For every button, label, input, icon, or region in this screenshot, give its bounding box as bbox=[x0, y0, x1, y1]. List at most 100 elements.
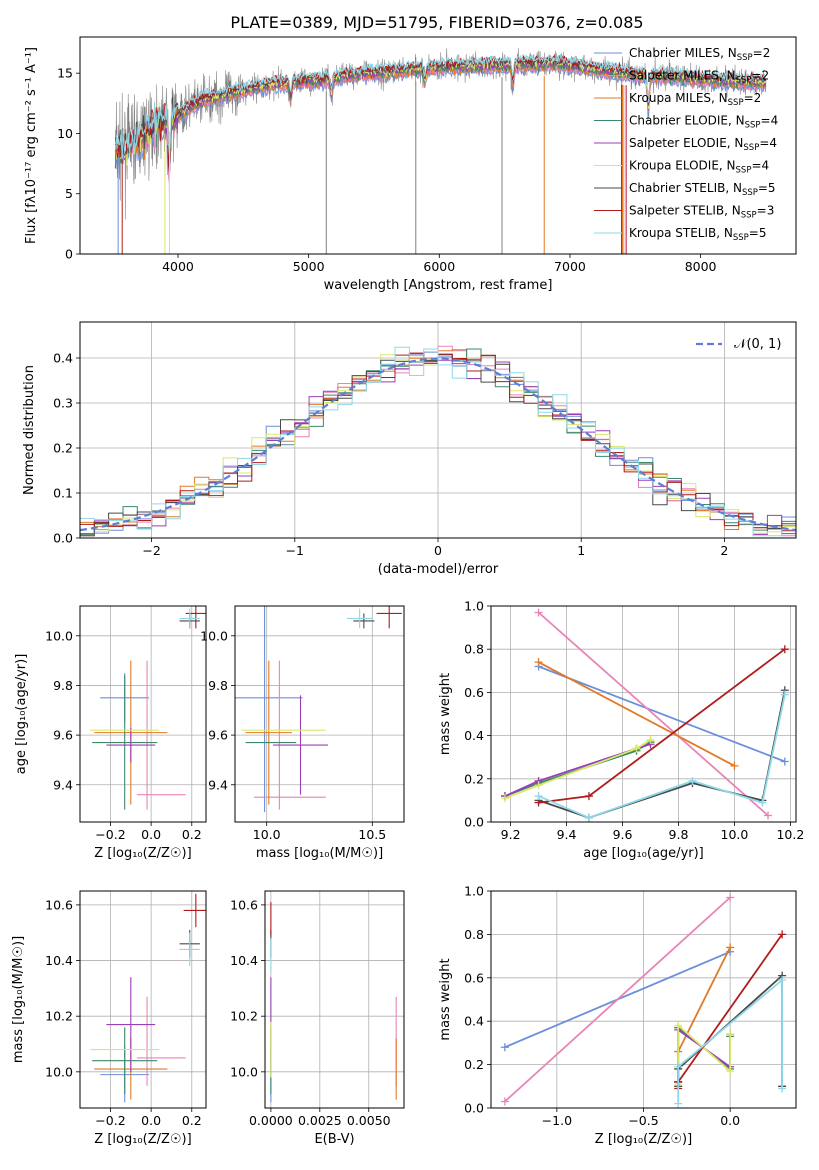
weight-line-chabrier_miles bbox=[538, 665, 786, 763]
y-tick-label: 0.8 bbox=[464, 642, 484, 657]
weight-marker-salpeter_stelib bbox=[778, 930, 787, 939]
legend-label: Salpeter MILES, NSSP=2 bbox=[629, 69, 769, 86]
y-tick-label: 10.6 bbox=[45, 897, 73, 912]
y-tick-label: 0.6 bbox=[464, 970, 484, 985]
z_mass-points bbox=[90, 893, 206, 1103]
weight-line-kroupa_stelib bbox=[677, 978, 783, 1104]
weight-line-salpeter_miles bbox=[538, 611, 769, 817]
y-tick-label: 0.0 bbox=[53, 531, 73, 546]
z_mass-axes: −0.2 0.0 0.2 10.0 10.2 10.4 10.6 Z [log₁₀(Z/Z☉)… bbox=[11, 891, 206, 1147]
legend-label-tail: =5 bbox=[749, 226, 767, 240]
y-tick-label: 10.0 bbox=[45, 1064, 73, 1079]
x-tick-label: 9.8 bbox=[669, 827, 689, 842]
y-tick-label: 10.2 bbox=[230, 1009, 258, 1024]
x-tick-label: 0.0 bbox=[720, 1113, 740, 1128]
weight-marker-kroupa_miles bbox=[730, 761, 739, 770]
y-tick-label: 9.8 bbox=[208, 678, 228, 693]
mass_age-axes: 10.0 10.5 9.4 9.6 9.8 10.0 mass [log₁₀(M/M☉)] bbox=[200, 606, 404, 861]
x-tick-label: 9.6 bbox=[613, 827, 633, 842]
x-tick-label: 0.0050 bbox=[347, 1113, 391, 1128]
y-tick-label: 9.8 bbox=[53, 678, 73, 693]
z_age-frame bbox=[79, 605, 207, 823]
x-tick-label: 10.5 bbox=[358, 827, 386, 842]
y-tick-label: 10.4 bbox=[45, 953, 73, 968]
legend-label-sub: SSP bbox=[736, 76, 752, 86]
y-tick-label: 10.2 bbox=[45, 1009, 73, 1024]
ebv_mass-xlabel: E(B-V) bbox=[314, 1132, 354, 1147]
legend-label: Chabrier ELODIE, NSSP=4 bbox=[629, 114, 778, 131]
weight-marker-kroupa_elodie bbox=[534, 781, 543, 790]
y-tick-label: 0.3 bbox=[53, 396, 73, 411]
weight-marker-kroupa_stelib bbox=[688, 776, 697, 785]
normal-legend-label: 𝒩(0, 1) bbox=[734, 337, 781, 352]
x-tick-label: 0 bbox=[434, 543, 442, 558]
y-tick-label: 0.4 bbox=[464, 728, 484, 743]
histogram-kroupa_stelib bbox=[80, 346, 796, 537]
x-tick-label: −2 bbox=[142, 543, 160, 558]
x-tick-label: −0.2 bbox=[95, 827, 125, 842]
weight-marker-kroupa_elodie bbox=[674, 1021, 683, 1030]
x-tick-label: 0.0025 bbox=[298, 1113, 342, 1128]
legend-label-main: Kroupa MILES, N bbox=[629, 91, 728, 105]
x-tick-label: 8000 bbox=[685, 259, 717, 274]
weight-marker-chabrier_miles bbox=[500, 1043, 509, 1052]
x-tick-label: −0.2 bbox=[95, 1113, 125, 1128]
weight-marker-kroupa_elodie bbox=[726, 1067, 735, 1076]
age_weight-xlabel: age [log₁₀(age/yr)] bbox=[583, 846, 704, 861]
weight-marker-kroupa_elodie bbox=[632, 744, 641, 753]
legend-label-tail: =4 bbox=[751, 159, 769, 173]
y-tick-label: 10 bbox=[57, 126, 73, 141]
legend-label-tail: =2 bbox=[751, 69, 769, 83]
ebv_mass-axes: 0.0000 0.0025 0.0050 10.0 10.2 10.4 10.6 E(B-V) bbox=[230, 891, 404, 1147]
legend-label: Kroupa MILES, NSSP=2 bbox=[629, 91, 761, 108]
weight-marker-kroupa_stelib bbox=[674, 1099, 683, 1108]
figure-title: PLATE=0389, MJD=51795, FIBERID=0376, z=0… bbox=[230, 13, 643, 32]
weight-line-kroupa_elodie bbox=[504, 739, 651, 800]
x-tick-label: 0.2 bbox=[182, 1113, 202, 1128]
x-tick-label: 9.4 bbox=[557, 827, 577, 842]
normal-curve bbox=[80, 357, 796, 532]
z_weight-xlabel: Z [log₁₀(Z/Z☉)] bbox=[595, 1132, 692, 1147]
weight-line-kroupa_elodie bbox=[677, 1023, 731, 1085]
spectrum-axes: 4000 5000 6000 7000 8000 0 5 10 15 wavelength [An… bbox=[24, 47, 717, 293]
legend-label-main: Chabrier MILES, N bbox=[629, 46, 737, 60]
z_age-ylabel: age [log₁₀(age/yr)] bbox=[14, 654, 29, 775]
x-tick-label: 5000 bbox=[293, 259, 325, 274]
y-tick-label: 9.6 bbox=[208, 728, 228, 743]
weight-marker-kroupa_stelib bbox=[584, 813, 593, 822]
weight-marker-chabrier_miles bbox=[780, 757, 789, 766]
weight-marker-kroupa_stelib bbox=[778, 975, 787, 984]
model-spectrum-chabrier_stelib bbox=[114, 56, 767, 168]
weight-marker-salpeter_stelib bbox=[584, 792, 593, 801]
residuals-frame bbox=[79, 321, 797, 539]
age_weight-lines bbox=[500, 608, 789, 822]
y-tick-label: 0.0 bbox=[464, 815, 484, 830]
z_mass-ylabel: mass [log₁₀(M/M☉)] bbox=[11, 936, 26, 1063]
y-tick-label: 0.8 bbox=[464, 927, 484, 942]
legend-label: Chabrier MILES, NSSP=2 bbox=[629, 46, 770, 63]
y-tick-label: 15 bbox=[57, 66, 73, 81]
weight-line-salpeter_stelib bbox=[538, 648, 786, 804]
weight-marker-kroupa_stelib bbox=[534, 792, 543, 801]
spectrum-xlabel: wavelength [Angstrom, rest frame] bbox=[324, 278, 553, 293]
legend-label: Kroupa STELIB, NSSP=5 bbox=[629, 226, 767, 243]
x-tick-label: 2 bbox=[720, 543, 728, 558]
weight-marker-kroupa_stelib bbox=[778, 1084, 787, 1093]
y-tick-label: 10.6 bbox=[230, 897, 258, 912]
weight-marker-kroupa_stelib bbox=[780, 690, 789, 699]
y-tick-label: 0.6 bbox=[464, 685, 484, 700]
weight-line-salpeter_elodie bbox=[504, 743, 651, 797]
x-tick-label: −1 bbox=[286, 543, 304, 558]
z_weight-axes: −1.0 −0.5 0.0 0.0 0.2 0.4 0.6 0.8 1.0 Z [log₁₀(Z/… bbox=[438, 884, 796, 1147]
age_weight-ylabel: mass weight bbox=[438, 673, 453, 755]
weight-marker-salpeter_miles bbox=[764, 811, 773, 820]
y-tick-label: 0.2 bbox=[464, 771, 484, 786]
y-tick-label: 0 bbox=[65, 247, 73, 262]
x-tick-label: 4000 bbox=[162, 259, 194, 274]
legend-label-main: Salpeter ELODIE, N bbox=[629, 136, 743, 150]
residuals-axes: −2 −1 0 1 2 0.0 0.1 0.2 0.3 0.4 (data-model)/error… bbox=[22, 322, 796, 577]
y-tick-label: 0.2 bbox=[53, 441, 73, 456]
legend-label-sub: SSP bbox=[745, 121, 761, 131]
